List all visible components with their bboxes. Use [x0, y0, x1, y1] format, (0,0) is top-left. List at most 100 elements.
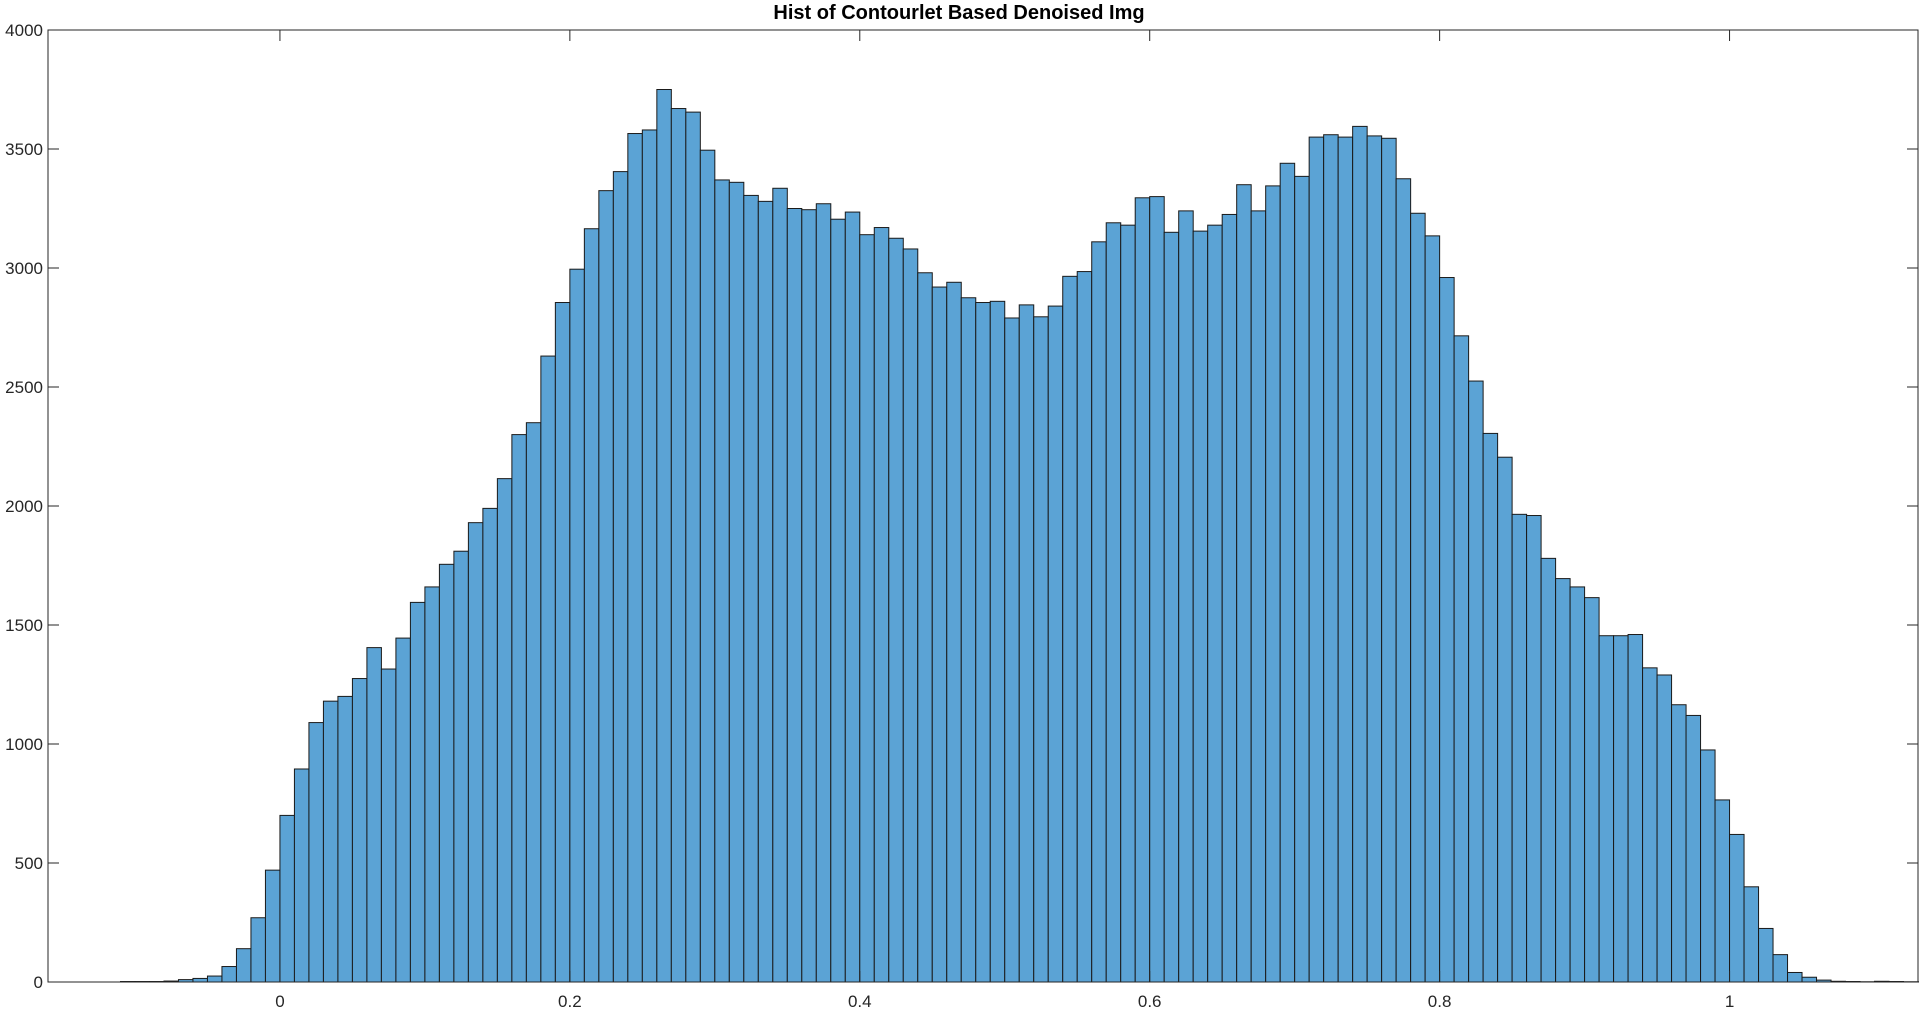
bars-layer: [119, 89, 1919, 983]
histogram-bar: [1700, 749, 1716, 983]
histogram-bar: [1598, 635, 1615, 983]
y-tick-label: 500: [15, 854, 43, 873]
histogram-bar: [1787, 971, 1803, 983]
histogram-bar: [772, 187, 788, 983]
histogram-bar: [1062, 275, 1078, 983]
ticks-layer: [48, 29, 1918, 983]
histogram-bar: [1656, 674, 1673, 983]
histogram-bar: [1714, 799, 1731, 983]
y-tick-label: 2000: [5, 497, 43, 516]
histogram-bar: [1105, 222, 1122, 983]
histogram-bar: [1134, 197, 1151, 983]
y-tick-label: 3500: [5, 140, 43, 159]
histogram-bar: [496, 478, 513, 983]
histogram-bar: [1584, 597, 1600, 983]
histogram-bar: [931, 286, 948, 983]
histogram-bar: [424, 586, 440, 983]
histogram-bar: [540, 355, 556, 983]
x-tick-label: 0.6: [1138, 992, 1162, 1011]
histogram-bar: [1207, 224, 1223, 983]
histogram-bar: [453, 550, 469, 983]
x-tick-label: 1: [1725, 992, 1734, 1011]
y-tick-label: 3000: [5, 259, 43, 278]
histogram-bar: [1352, 125, 1368, 983]
histogram-bar: [902, 248, 919, 983]
histogram-bar: [583, 228, 600, 983]
histogram-bar: [1091, 241, 1107, 983]
histogram-bar: [612, 171, 629, 983]
histogram-bar: [1323, 134, 1339, 983]
histogram-bar: [1120, 224, 1136, 983]
histogram-bar: [1642, 667, 1658, 983]
histogram-bar: [279, 814, 295, 983]
chart-title: Hist of Contourlet Based Denoised Img: [773, 2, 1144, 24]
histogram-bar: [873, 227, 890, 983]
histogram-bar: [1221, 213, 1238, 983]
histogram-bar: [1047, 305, 1064, 983]
histogram-bar: [366, 647, 382, 983]
histogram-bar: [1555, 578, 1571, 983]
histogram-bar: [815, 203, 832, 983]
histogram-bar: [192, 977, 208, 983]
histogram-bar: [946, 281, 962, 983]
histogram-bar: [1497, 456, 1513, 983]
histogram-bar: [1308, 136, 1325, 983]
histogram-bar: [409, 601, 426, 983]
histogram-bar: [844, 211, 861, 983]
histogram-bar: [525, 422, 542, 983]
histogram-bar: [235, 948, 252, 983]
histogram-bar: [1395, 178, 1412, 983]
histogram-bar: [1801, 976, 1818, 983]
histogram-bar: [554, 302, 571, 983]
histogram-bar: [1076, 271, 1093, 983]
histogram-bar: [975, 302, 991, 983]
histogram-bar: [656, 89, 672, 983]
histogram-bar: [1468, 380, 1484, 983]
histogram-bar: [351, 678, 368, 983]
x-tick-label: 0.2: [558, 992, 582, 1011]
y-tick-label: 2500: [5, 378, 43, 397]
histogram-bar: [482, 507, 498, 983]
histogram-bar: [1453, 335, 1470, 983]
x-tick-label: 0.4: [848, 992, 872, 1011]
histogram-bar: [221, 966, 237, 983]
histogram-bar: [1250, 210, 1267, 983]
histogram-bar: [1526, 515, 1542, 983]
histogram-bar: [1018, 304, 1035, 983]
histogram-bar: [1772, 954, 1789, 983]
histogram-bar: [786, 208, 803, 983]
histogram-bar: [438, 563, 455, 983]
histogram-bar: [511, 434, 527, 983]
histogram-bar: [598, 190, 614, 983]
histogram-bar: [1294, 175, 1310, 983]
histogram-bar: [1627, 634, 1644, 983]
histogram-bar: [888, 237, 904, 983]
histogram-bar: [830, 218, 846, 983]
histogram-bar: [1236, 184, 1252, 983]
histogram-bar: [250, 917, 266, 983]
histogram-bar: [206, 975, 223, 983]
histogram-bar: [1729, 833, 1745, 983]
histogram-bar: [743, 194, 759, 983]
histogram-bar: [714, 179, 730, 983]
histogram-bar: [960, 297, 977, 983]
histogram-bar: [670, 108, 687, 983]
histogram-bar: [467, 522, 484, 983]
histogram-bar: [1149, 196, 1165, 983]
y-tick-label: 1500: [5, 616, 43, 635]
histogram-bar: [337, 695, 353, 983]
tick-labels-layer: 0 0.2 0.4 0.6 0.8 1 0 500 1000 1500 2000 2500 3000 35…: [5, 21, 1734, 1011]
histogram-bar: [1265, 185, 1281, 983]
x-tick-label: 0: [275, 992, 284, 1011]
histogram-bar: [801, 209, 817, 983]
histogram-bar: [1482, 432, 1499, 983]
histogram-bar: [1540, 557, 1557, 983]
histogram-bar: [1511, 513, 1528, 983]
histogram-bar: [1004, 317, 1020, 983]
histogram-bar: [308, 722, 324, 983]
histogram-bar: [569, 268, 585, 983]
histogram-bar: [641, 129, 658, 983]
histogram-bar: [1685, 714, 1702, 983]
histogram-bar: [1279, 162, 1296, 983]
